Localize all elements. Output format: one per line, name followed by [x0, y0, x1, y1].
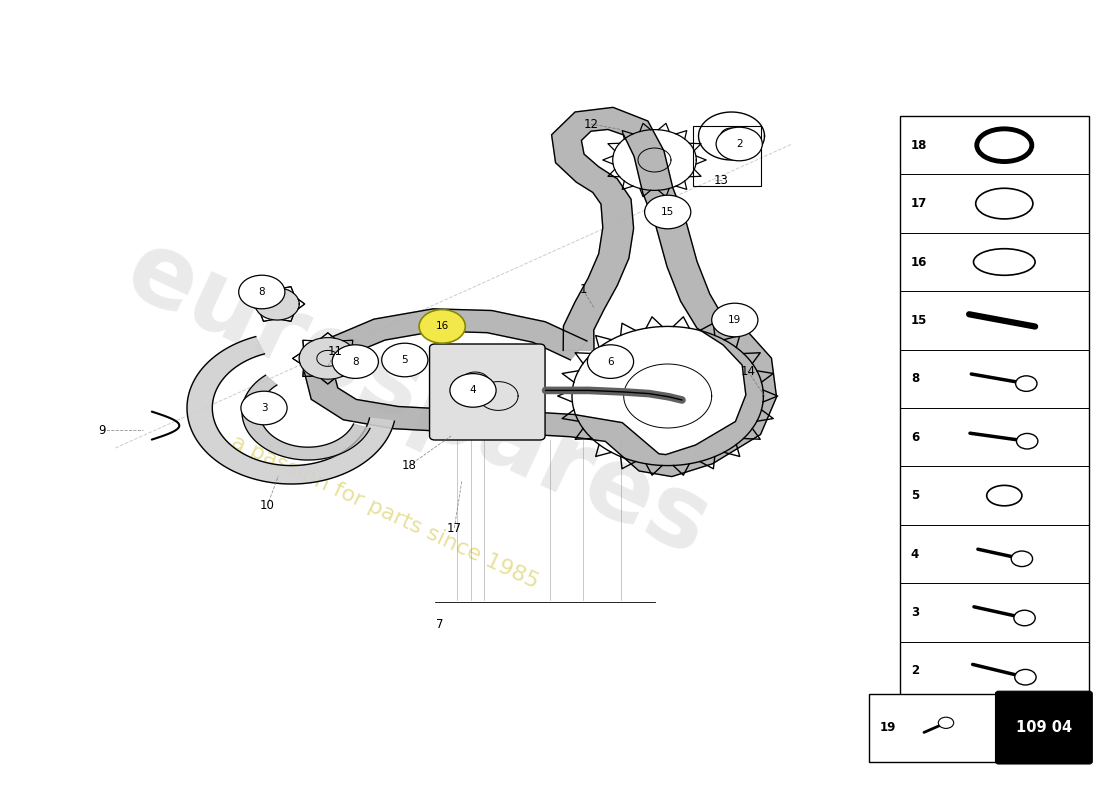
Text: 16: 16 — [911, 255, 927, 269]
Polygon shape — [255, 288, 299, 320]
Text: 19: 19 — [728, 315, 741, 325]
Text: 10: 10 — [260, 499, 275, 512]
Text: 8: 8 — [352, 357, 359, 366]
Circle shape — [645, 195, 691, 229]
Text: 15: 15 — [661, 207, 674, 217]
Text: 4: 4 — [470, 386, 476, 395]
Text: 8: 8 — [911, 372, 918, 386]
Text: a passion for parts since 1985: a passion for parts since 1985 — [228, 432, 542, 592]
Text: 1: 1 — [580, 283, 586, 296]
Bar — [869, 694, 996, 762]
Text: 16: 16 — [436, 322, 449, 331]
Text: 13: 13 — [714, 174, 729, 186]
Text: 5: 5 — [402, 355, 408, 365]
Circle shape — [332, 345, 378, 378]
Text: 6: 6 — [607, 357, 614, 366]
FancyBboxPatch shape — [996, 691, 1092, 764]
Text: 15: 15 — [911, 314, 927, 327]
Circle shape — [712, 303, 758, 337]
Text: 7: 7 — [437, 618, 443, 630]
Text: 2: 2 — [911, 664, 918, 678]
Text: 14: 14 — [740, 365, 756, 378]
Circle shape — [1015, 376, 1037, 391]
Bar — [900, 116, 1089, 700]
Circle shape — [938, 717, 954, 728]
Text: 3: 3 — [261, 403, 267, 413]
Text: 109 04: 109 04 — [1015, 720, 1072, 735]
Circle shape — [450, 374, 496, 407]
Text: 18: 18 — [911, 138, 927, 152]
Text: 2: 2 — [736, 139, 743, 149]
Circle shape — [1014, 610, 1035, 626]
FancyBboxPatch shape — [429, 344, 544, 440]
Circle shape — [419, 310, 465, 343]
Circle shape — [1014, 670, 1036, 685]
Circle shape — [382, 343, 428, 377]
Polygon shape — [242, 375, 370, 460]
Circle shape — [241, 391, 287, 425]
Text: 11: 11 — [328, 346, 343, 358]
Text: 4: 4 — [911, 547, 918, 561]
Circle shape — [239, 275, 285, 309]
Bar — [693, 126, 761, 186]
Text: 8: 8 — [258, 287, 265, 297]
Text: 19: 19 — [880, 721, 896, 734]
Text: eurospares: eurospares — [111, 222, 725, 578]
Circle shape — [587, 345, 634, 378]
Text: 12: 12 — [583, 118, 598, 130]
Text: 6: 6 — [911, 430, 918, 444]
Text: 17: 17 — [911, 197, 927, 210]
Circle shape — [716, 127, 762, 161]
Text: 3: 3 — [911, 606, 918, 619]
Text: 5: 5 — [911, 489, 918, 502]
Text: 17: 17 — [447, 522, 462, 534]
Polygon shape — [299, 338, 356, 379]
Text: 18: 18 — [402, 459, 417, 472]
Circle shape — [1011, 551, 1033, 566]
Text: 9: 9 — [99, 424, 106, 437]
Polygon shape — [304, 107, 777, 477]
Polygon shape — [187, 337, 395, 484]
Circle shape — [1016, 434, 1038, 449]
